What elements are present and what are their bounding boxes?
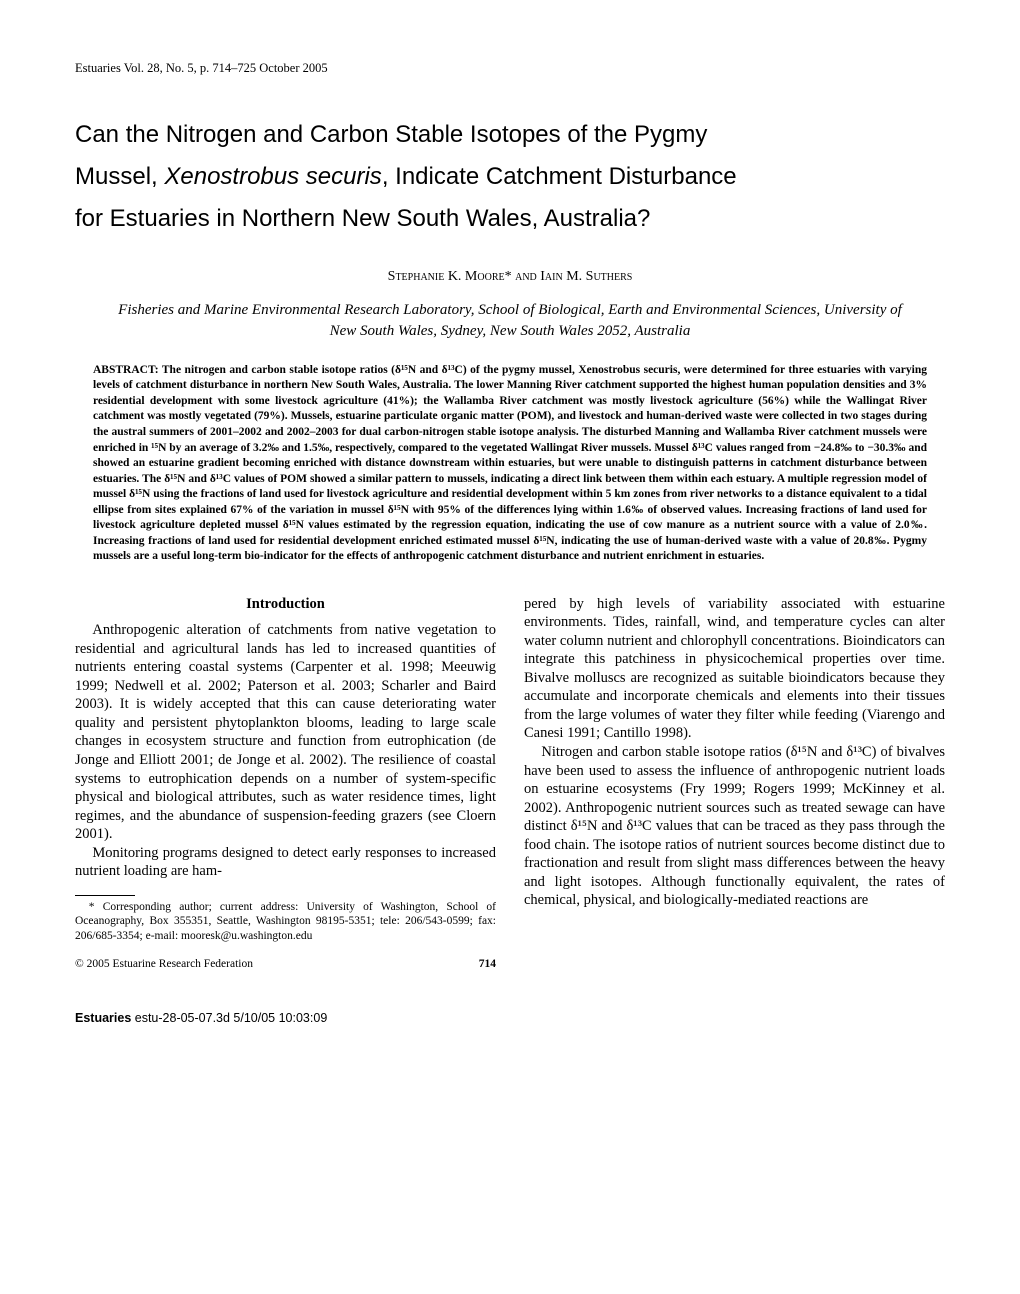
title-line-3: for Estuaries in Northern New South Wale… [75,205,650,232]
section-heading-introduction: Introduction [75,595,496,614]
title-line-2: Mussel, Xenostrobus securis, Indicate Ca… [75,163,737,190]
copyright-row: © 2005 Estuarine Research Federation 714 [75,957,496,972]
page-footer: Estuaries estu-28-05-07.3d 5/10/05 10:03… [75,1010,945,1026]
corresponding-author-footnote: * Corresponding author; current address:… [75,900,496,943]
footer-build-info: estu-28-05-07.3d 5/10/05 10:03:09 [131,1011,327,1025]
footer-journal-name: Estuaries [75,1011,131,1025]
journal-header: Estuaries Vol. 28, No. 5, p. 714–725 Oct… [75,60,945,76]
article-title: Can the Nitrogen and Carbon Stable Isoto… [75,114,945,240]
abstract-body: The nitrogen and carbon stable isotope r… [93,364,927,562]
left-column: Introduction Anthropogenic alteration of… [75,595,496,972]
right-column: pered by high levels of variability asso… [524,595,945,972]
intro-paragraph-4: Nitrogen and carbon stable isotope ratio… [524,743,945,910]
affiliation: Fisheries and Marine Environmental Resea… [115,300,905,341]
two-column-body: Introduction Anthropogenic alteration of… [75,595,945,972]
intro-paragraph-1: Anthropogenic alteration of catchments f… [75,621,496,844]
intro-paragraph-2: Monitoring programs designed to detect e… [75,844,496,881]
copyright-text: © 2005 Estuarine Research Federation [75,957,253,972]
author-rest: * and Iain M. Suthers [505,269,633,284]
abstract-label: ABSTRACT: [93,364,159,376]
footnote-rule [75,895,135,896]
title-line-1: Can the Nitrogen and Carbon Stable Isoto… [75,121,707,148]
abstract: ABSTRACT: The nitrogen and carbon stable… [93,363,927,565]
authors: Stephanie K. Moore* and Iain M. Suthers [75,268,945,286]
intro-paragraph-3: pered by high levels of variability asso… [524,595,945,743]
page-number: 714 [479,957,496,972]
author-1: Stephanie K. Moore [388,269,505,284]
